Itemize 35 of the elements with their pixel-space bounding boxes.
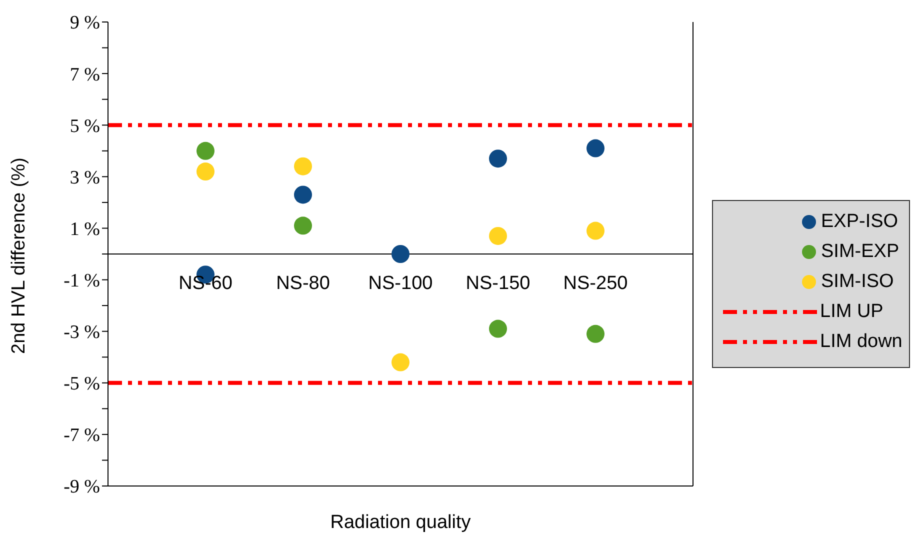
point bbox=[586, 139, 604, 158]
point bbox=[196, 142, 214, 160]
legend-label: LIM UP bbox=[820, 301, 884, 323]
y-axis-title: 2nd HVL difference (%) bbox=[8, 158, 30, 354]
y-tick-label: 5 % bbox=[70, 116, 100, 137]
x-tick-label: NS-80 bbox=[276, 273, 330, 294]
y-tick-label: -5 % bbox=[64, 374, 100, 395]
y-tick-label: 3 % bbox=[70, 167, 100, 188]
y-tick-label: -9 % bbox=[64, 476, 100, 498]
y-tick-label: -3 % bbox=[64, 322, 100, 344]
legend-label: SIM-ISO bbox=[821, 271, 894, 293]
point bbox=[294, 216, 312, 235]
y-tick-label: -7 % bbox=[64, 425, 100, 446]
legend-label: LIM down bbox=[820, 331, 902, 353]
legend-label: SIM-EXP bbox=[821, 241, 900, 263]
y-tick-label: 7 % bbox=[70, 64, 100, 86]
point bbox=[489, 150, 507, 168]
point bbox=[294, 186, 312, 204]
point bbox=[196, 162, 214, 181]
point bbox=[586, 324, 604, 343]
point bbox=[489, 226, 507, 245]
x-axis-title: Radiation quality bbox=[330, 512, 472, 533]
y-tick-label: 1 % bbox=[70, 218, 100, 240]
x-tick-label: NS-100 bbox=[368, 273, 433, 294]
x-tick-label: NS-250 bbox=[563, 273, 628, 294]
point bbox=[392, 245, 410, 263]
point bbox=[586, 222, 604, 240]
y-tick-label: -1 % bbox=[64, 270, 100, 292]
point bbox=[489, 320, 507, 338]
point bbox=[392, 353, 410, 372]
y-tick-label: 9 % bbox=[70, 12, 100, 34]
x-tick-label: NS-150 bbox=[466, 273, 530, 294]
x-tick-label: NS-60 bbox=[178, 273, 232, 294]
point bbox=[294, 157, 312, 176]
legend-label: EXP-ISO bbox=[821, 211, 898, 233]
